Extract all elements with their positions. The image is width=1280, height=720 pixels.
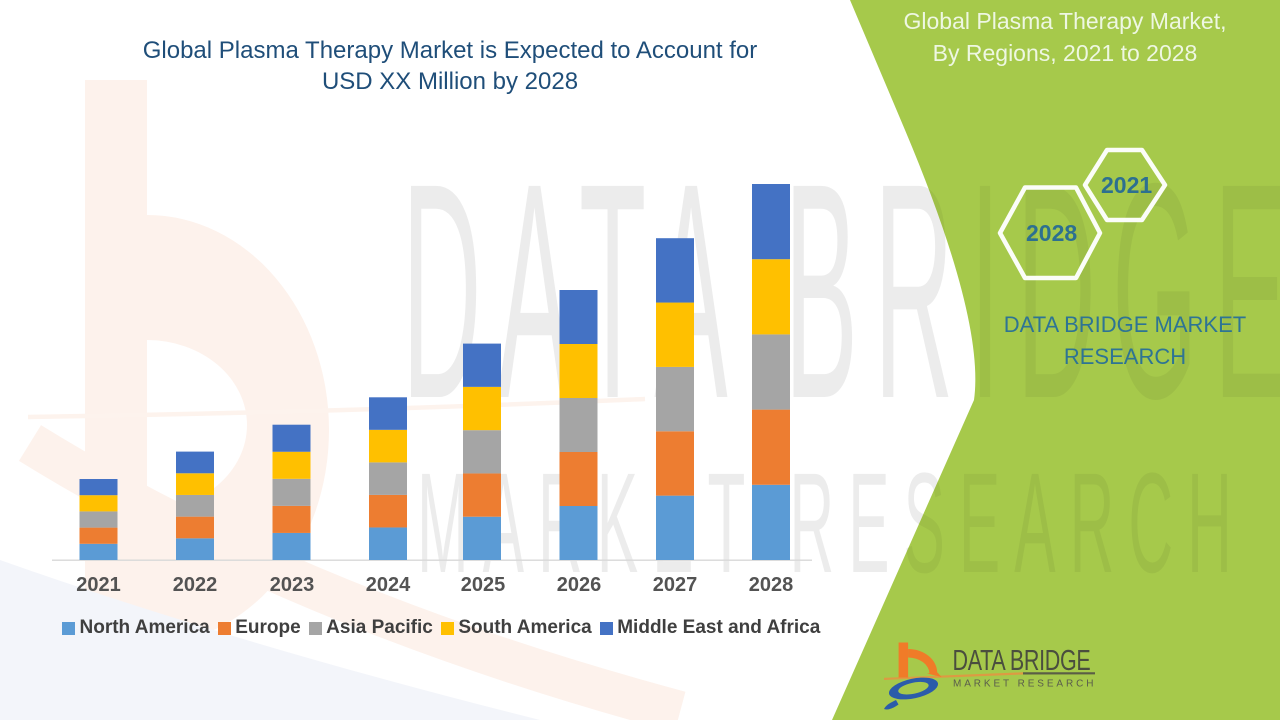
svg-text:MARKET RESEARCH: MARKET RESEARCH: [953, 679, 1096, 690]
svg-text:DATA BRIDGE: DATA BRIDGE: [953, 645, 1091, 677]
